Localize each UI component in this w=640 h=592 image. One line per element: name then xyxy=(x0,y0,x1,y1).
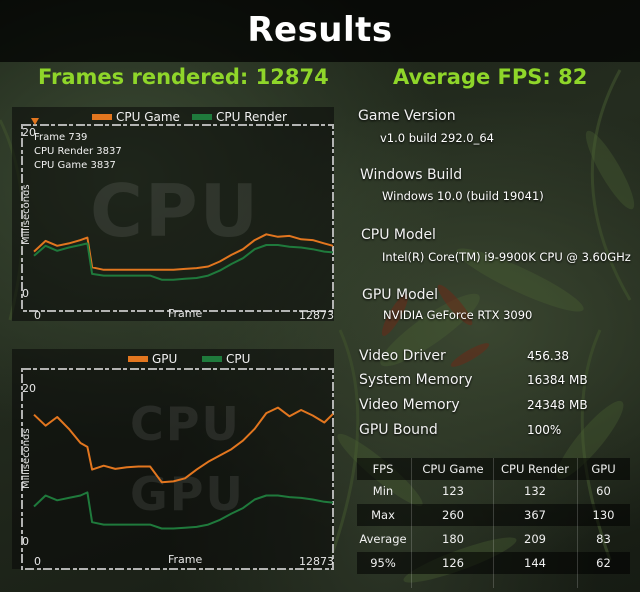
legend-item-cpu-game: CPU Game xyxy=(92,110,180,124)
info-label-game-version: Game Version xyxy=(358,108,456,124)
cpu-chart-series xyxy=(33,233,334,281)
table-divider xyxy=(577,458,578,588)
table-divider xyxy=(411,458,412,588)
legend-label: CPU Game xyxy=(116,110,180,124)
legend-label: CPU Render xyxy=(216,110,287,124)
stat-value-video-memory: 24348 MB xyxy=(527,398,588,412)
x-axis-label: Frame xyxy=(168,307,203,320)
gpu-chart-border xyxy=(21,368,334,570)
info-label-gpu-model: GPU Model xyxy=(362,287,439,303)
table-divider xyxy=(493,458,494,588)
x-end-tick: 12873 xyxy=(299,309,334,322)
table-cell: 260 xyxy=(442,508,464,522)
y-bottom-tick: 0 xyxy=(22,535,29,548)
stat-value-gpu-bound: 100% xyxy=(527,423,562,437)
table-header-cell: CPU Render xyxy=(501,462,569,476)
stat-label-video-memory: Video Memory xyxy=(359,397,460,413)
table-cell: 209 xyxy=(524,532,546,546)
legend-swatch xyxy=(202,355,222,362)
stat-label-gpu-bound: GPU Bound xyxy=(359,422,438,438)
legend-item-gpu: GPU xyxy=(128,352,177,366)
stat-label-video-driver: Video Driver xyxy=(359,348,446,364)
table-cell: 126 xyxy=(442,556,464,570)
stat-value-system-memory: 16384 MB xyxy=(527,373,588,387)
y-axis-label: Milliseconds xyxy=(21,428,32,489)
y-axis-label: Milliseconds xyxy=(21,184,32,245)
table-cell: 62 xyxy=(596,556,611,570)
gpu-chart-series xyxy=(33,406,334,530)
table-cell: 123 xyxy=(442,484,464,498)
marker-info-cpu-render: CPU Render 3837 xyxy=(34,146,122,157)
x-end-tick: 12873 xyxy=(299,555,334,568)
legend-swatch xyxy=(128,355,148,362)
cpu-chart-plot xyxy=(21,118,334,312)
y-top-tick: 20 xyxy=(22,126,36,139)
info-label-cpu-model: CPU Model xyxy=(361,227,436,243)
table-row: Average 180 209 83 xyxy=(357,528,630,550)
gpu-frame-time-chart: CPU GPU GPU CPU 20 0 0 12873 Frame Milli… xyxy=(12,349,334,570)
table-cell: 60 xyxy=(596,484,611,498)
frames-rendered-label: Frames rendered: 12874 xyxy=(38,65,329,89)
title-bar: Results xyxy=(0,0,640,62)
cpu-frame-time-chart: CPU CPU Game CPU Render 20 0 0 12873 Fra… xyxy=(12,107,334,322)
x-axis-label: Frame xyxy=(168,553,203,566)
info-value-cpu-model: Intel(R) Core(TM) i9-9900K CPU @ 3.60GHz xyxy=(382,250,631,264)
info-value-gpu-model: NVIDIA GeForce RTX 3090 xyxy=(383,308,533,322)
gpu-chart-legend: GPU CPU xyxy=(12,349,334,369)
table-cell: Min xyxy=(372,484,394,498)
legend-swatch xyxy=(92,113,112,120)
legend-item-cpu: CPU xyxy=(202,352,250,366)
table-cell: 180 xyxy=(442,532,464,546)
marker-info-cpu-game: CPU Game 3837 xyxy=(34,160,116,171)
table-cell: 132 xyxy=(524,484,546,498)
table-row: 95% 126 144 62 xyxy=(357,552,630,574)
series-line-gpu xyxy=(33,406,334,484)
table-cell: 83 xyxy=(596,532,611,546)
cpu-chart-border xyxy=(21,124,334,312)
fps-table: FPS CPU Game CPU Render GPU Min 123 132 … xyxy=(357,458,630,588)
marker-info: Frame 739 CPU Render 3837 CPU Game 3837 xyxy=(34,131,122,173)
cpu-watermark: CPU xyxy=(90,169,261,253)
page-title: Results xyxy=(247,10,393,50)
marker-icon xyxy=(31,118,39,125)
info-value-game-version: v1.0 build 292.0_64 xyxy=(380,131,494,145)
stat-label-system-memory: System Memory xyxy=(359,372,473,388)
table-cell: Average xyxy=(359,532,407,546)
legend-item-cpu-render: CPU Render xyxy=(192,110,287,124)
table-header-cell: FPS xyxy=(372,462,394,476)
stat-value-video-driver: 456.38 xyxy=(527,349,569,363)
legend-label: CPU xyxy=(226,352,251,366)
y-bottom-tick: 0 xyxy=(22,287,29,300)
series-line-cpu-render xyxy=(33,242,334,281)
legend-label: GPU xyxy=(152,352,178,366)
table-cell: 367 xyxy=(524,508,546,522)
x-start-tick: 0 xyxy=(34,555,41,568)
info-value-windows-build: Windows 10.0 (build 19041) xyxy=(382,189,544,203)
cpu-chart-legend: CPU Game CPU Render xyxy=(12,107,334,127)
table-row: Min 123 132 60 xyxy=(357,480,630,502)
series-line-cpu xyxy=(33,491,334,530)
fps-table-header: FPS CPU Game CPU Render GPU xyxy=(357,458,630,480)
table-cell: 130 xyxy=(592,508,615,522)
gpu-chart-plot xyxy=(21,368,334,570)
legend-swatch xyxy=(192,113,212,120)
y-top-tick: 20 xyxy=(22,382,36,395)
gpu-chart-watermark-cpu: CPU xyxy=(130,397,241,451)
table-cell: Max xyxy=(371,508,395,522)
x-start-tick: 0 xyxy=(34,309,41,322)
table-header-cell: GPU xyxy=(591,462,616,476)
table-header-cell: CPU Game xyxy=(422,462,484,476)
average-fps-label: Average FPS: 82 xyxy=(393,65,588,89)
table-cell: 144 xyxy=(524,556,546,570)
marker-info-frame: Frame 739 xyxy=(34,132,88,143)
table-row: Max 260 367 130 xyxy=(357,504,630,526)
table-cell: 95% xyxy=(370,556,396,570)
info-label-windows-build: Windows Build xyxy=(360,167,463,183)
series-line-cpu-game xyxy=(33,233,334,271)
